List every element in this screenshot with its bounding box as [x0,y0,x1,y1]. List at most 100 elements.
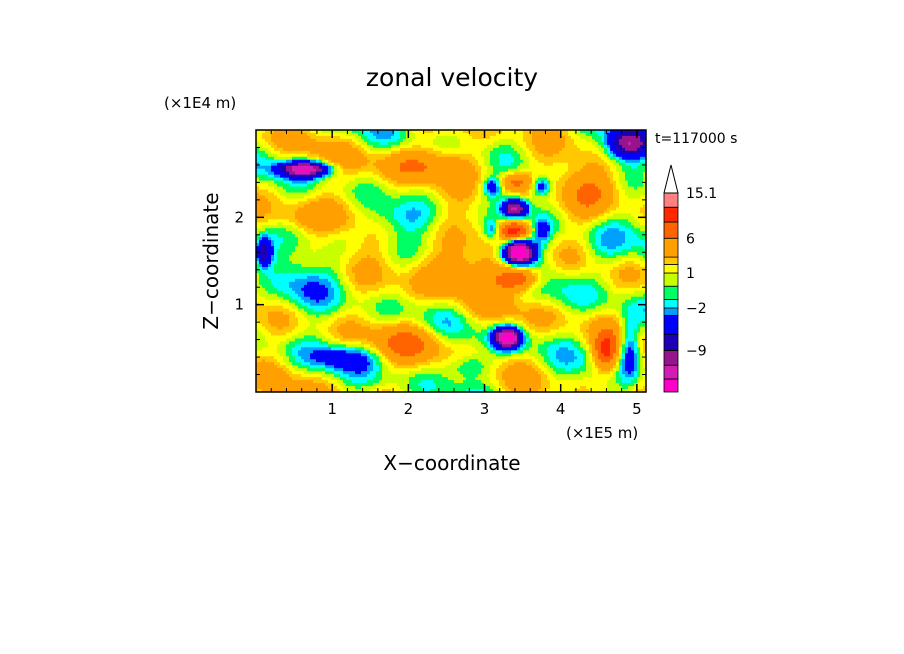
contour-cell [622,222,626,226]
contour-cell [595,159,599,164]
contour-cell [418,225,422,229]
contour-cell [325,159,329,164]
contour-cell [364,150,368,155]
contour-cell [391,210,395,214]
contour-cell [394,237,398,241]
contour-cell [598,219,602,223]
contour-cell [361,183,365,187]
contour-cell [550,228,554,232]
contour-cell [643,138,647,143]
contour-cell [298,189,302,193]
contour-cell [571,159,575,164]
contour-cell [307,204,311,208]
contour-cell [505,156,509,161]
contour-cell [430,234,434,238]
contour-cell [565,213,569,217]
contour-cell [631,186,635,190]
contour-cell [499,240,503,244]
contour-cell [373,195,377,199]
contour-cell [502,231,506,235]
contour-cell [322,171,326,176]
contour-cell [349,135,353,140]
contour-cell [394,162,398,167]
contour-cell [319,213,323,217]
contour-cell [325,201,329,205]
contour-cell [322,201,326,205]
contour-cell [439,237,443,241]
contour-cell [406,183,410,187]
contour-cell [592,198,596,202]
contour-cell [370,138,374,143]
contour-cell [619,204,623,208]
contour-cell [616,237,620,241]
contour-cell [586,171,590,176]
contour-cell [313,210,317,214]
contour-cell [613,225,617,229]
contour-cell [547,195,551,199]
contour-cell [412,147,416,152]
contour-cell [403,237,407,241]
contour-cell [256,237,260,241]
contour-cell [457,171,461,176]
contour-cell [637,153,641,158]
contour-cell [364,144,368,149]
contour-cell [289,183,293,187]
contour-cell [478,150,482,155]
contour-cell [376,147,380,152]
contour-cell [607,168,611,173]
contour-cell [481,234,485,238]
contour-cell [586,141,590,146]
contour-cell [403,177,407,182]
contour-cell [640,130,644,134]
contour-cell [274,243,278,247]
contour-cell [367,219,371,223]
contour-cell [313,207,317,211]
contour-cell [466,210,470,214]
contour-cell [535,231,539,235]
contour-cell [268,201,272,205]
contour-cell [553,180,557,184]
contour-cell [277,130,281,134]
contour-cell [337,141,341,146]
contour-cell [568,130,572,134]
contour-cell [601,213,605,217]
contour-cell [262,153,266,158]
contour-cell [292,195,296,199]
contour-cell [484,219,488,223]
contour-cell [445,219,449,223]
contour-cell [583,132,587,137]
contour-cell [448,213,452,217]
contour-cell [268,144,272,149]
contour-cell [547,183,551,187]
contour-cell [304,162,308,167]
contour-cell [439,150,443,155]
contour-cell [553,228,557,232]
contour-cell [595,237,599,241]
contour-cell [544,201,548,205]
contour-cell [421,216,425,220]
contour-cell [529,150,533,155]
contour-cell [280,198,284,202]
contour-cell [373,213,377,217]
contour-cell [406,204,410,208]
contour-cell [286,144,290,149]
contour-cell [511,159,515,164]
contour-cell [319,130,323,134]
contour-cell [376,141,380,146]
contour-cell [637,204,641,208]
contour-cell [535,171,539,176]
contour-cell [316,189,320,193]
contour-cell [406,177,410,182]
contour-cell [355,168,359,173]
contour-cell [430,165,434,170]
contour-cell [358,219,362,223]
contour-cell [325,222,329,226]
contour-cell [301,192,305,196]
contour-cell [466,132,470,137]
contour-cell [511,204,515,208]
contour-cell [316,216,320,220]
contour-cell [535,156,539,161]
contour-cell [466,201,470,205]
contour-cell [592,222,596,226]
contour-cell [538,222,542,226]
